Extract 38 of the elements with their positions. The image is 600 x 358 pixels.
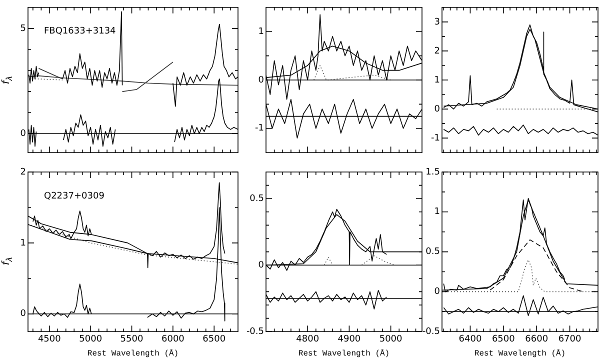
x-tick-label: 6600	[525, 334, 548, 344]
y-tick-label: -1	[255, 124, 264, 134]
x-tick-label: 6000	[161, 334, 185, 344]
y-tick-label: 1	[20, 238, 26, 248]
y-tick-label: 1.5	[426, 167, 440, 178]
x-tick-label: 6500	[492, 334, 516, 344]
y-tick-label: 0	[20, 129, 26, 140]
y-tick-label: 1	[258, 26, 264, 37]
y-tick-label: 5	[20, 24, 26, 34]
y-tick-label: 0	[258, 260, 264, 270]
y-tick-label: -1	[431, 133, 440, 144]
annotation: Q2237+0309	[44, 191, 105, 202]
x-tick-label: 4900	[338, 334, 361, 344]
y-tick-label: -0.5	[422, 326, 440, 337]
x-tick-label: 5500	[120, 334, 144, 344]
x-axis-title: Rest Wavelength (Å)	[298, 348, 390, 358]
annotation: FBQ1633+3134	[44, 26, 116, 37]
y-tick-label: 0	[434, 287, 440, 298]
y-tick-label: 0	[258, 75, 264, 86]
x-tick-label: 4800	[296, 334, 320, 344]
y-tick-label: 0	[434, 104, 440, 114]
x-tick-label: 6400	[458, 334, 482, 344]
y-tick-label: 1	[434, 207, 440, 218]
y-tick-label: 2	[20, 167, 26, 178]
x-tick-label: 4500	[38, 334, 62, 344]
x-axis-title: Rest Wavelength (Å)	[87, 348, 179, 358]
y-tick-label: 0.5	[250, 194, 264, 204]
y-tick-label: 2	[434, 46, 440, 56]
y-tick-label: 1	[434, 75, 440, 86]
x-tick-label: 5000	[79, 334, 102, 344]
y-tick-label: 0.5	[426, 247, 440, 258]
x-axis-title: Rest Wavelength (Å)	[474, 348, 566, 358]
x-tick-label: 6500	[202, 334, 226, 344]
y-tick-label: 3	[434, 17, 440, 28]
y-tick-label: -0.5	[246, 326, 264, 337]
x-tick-label: 5000	[379, 334, 403, 344]
y-tick-label: 0	[20, 309, 26, 320]
x-tick-label: 6700	[558, 334, 582, 344]
